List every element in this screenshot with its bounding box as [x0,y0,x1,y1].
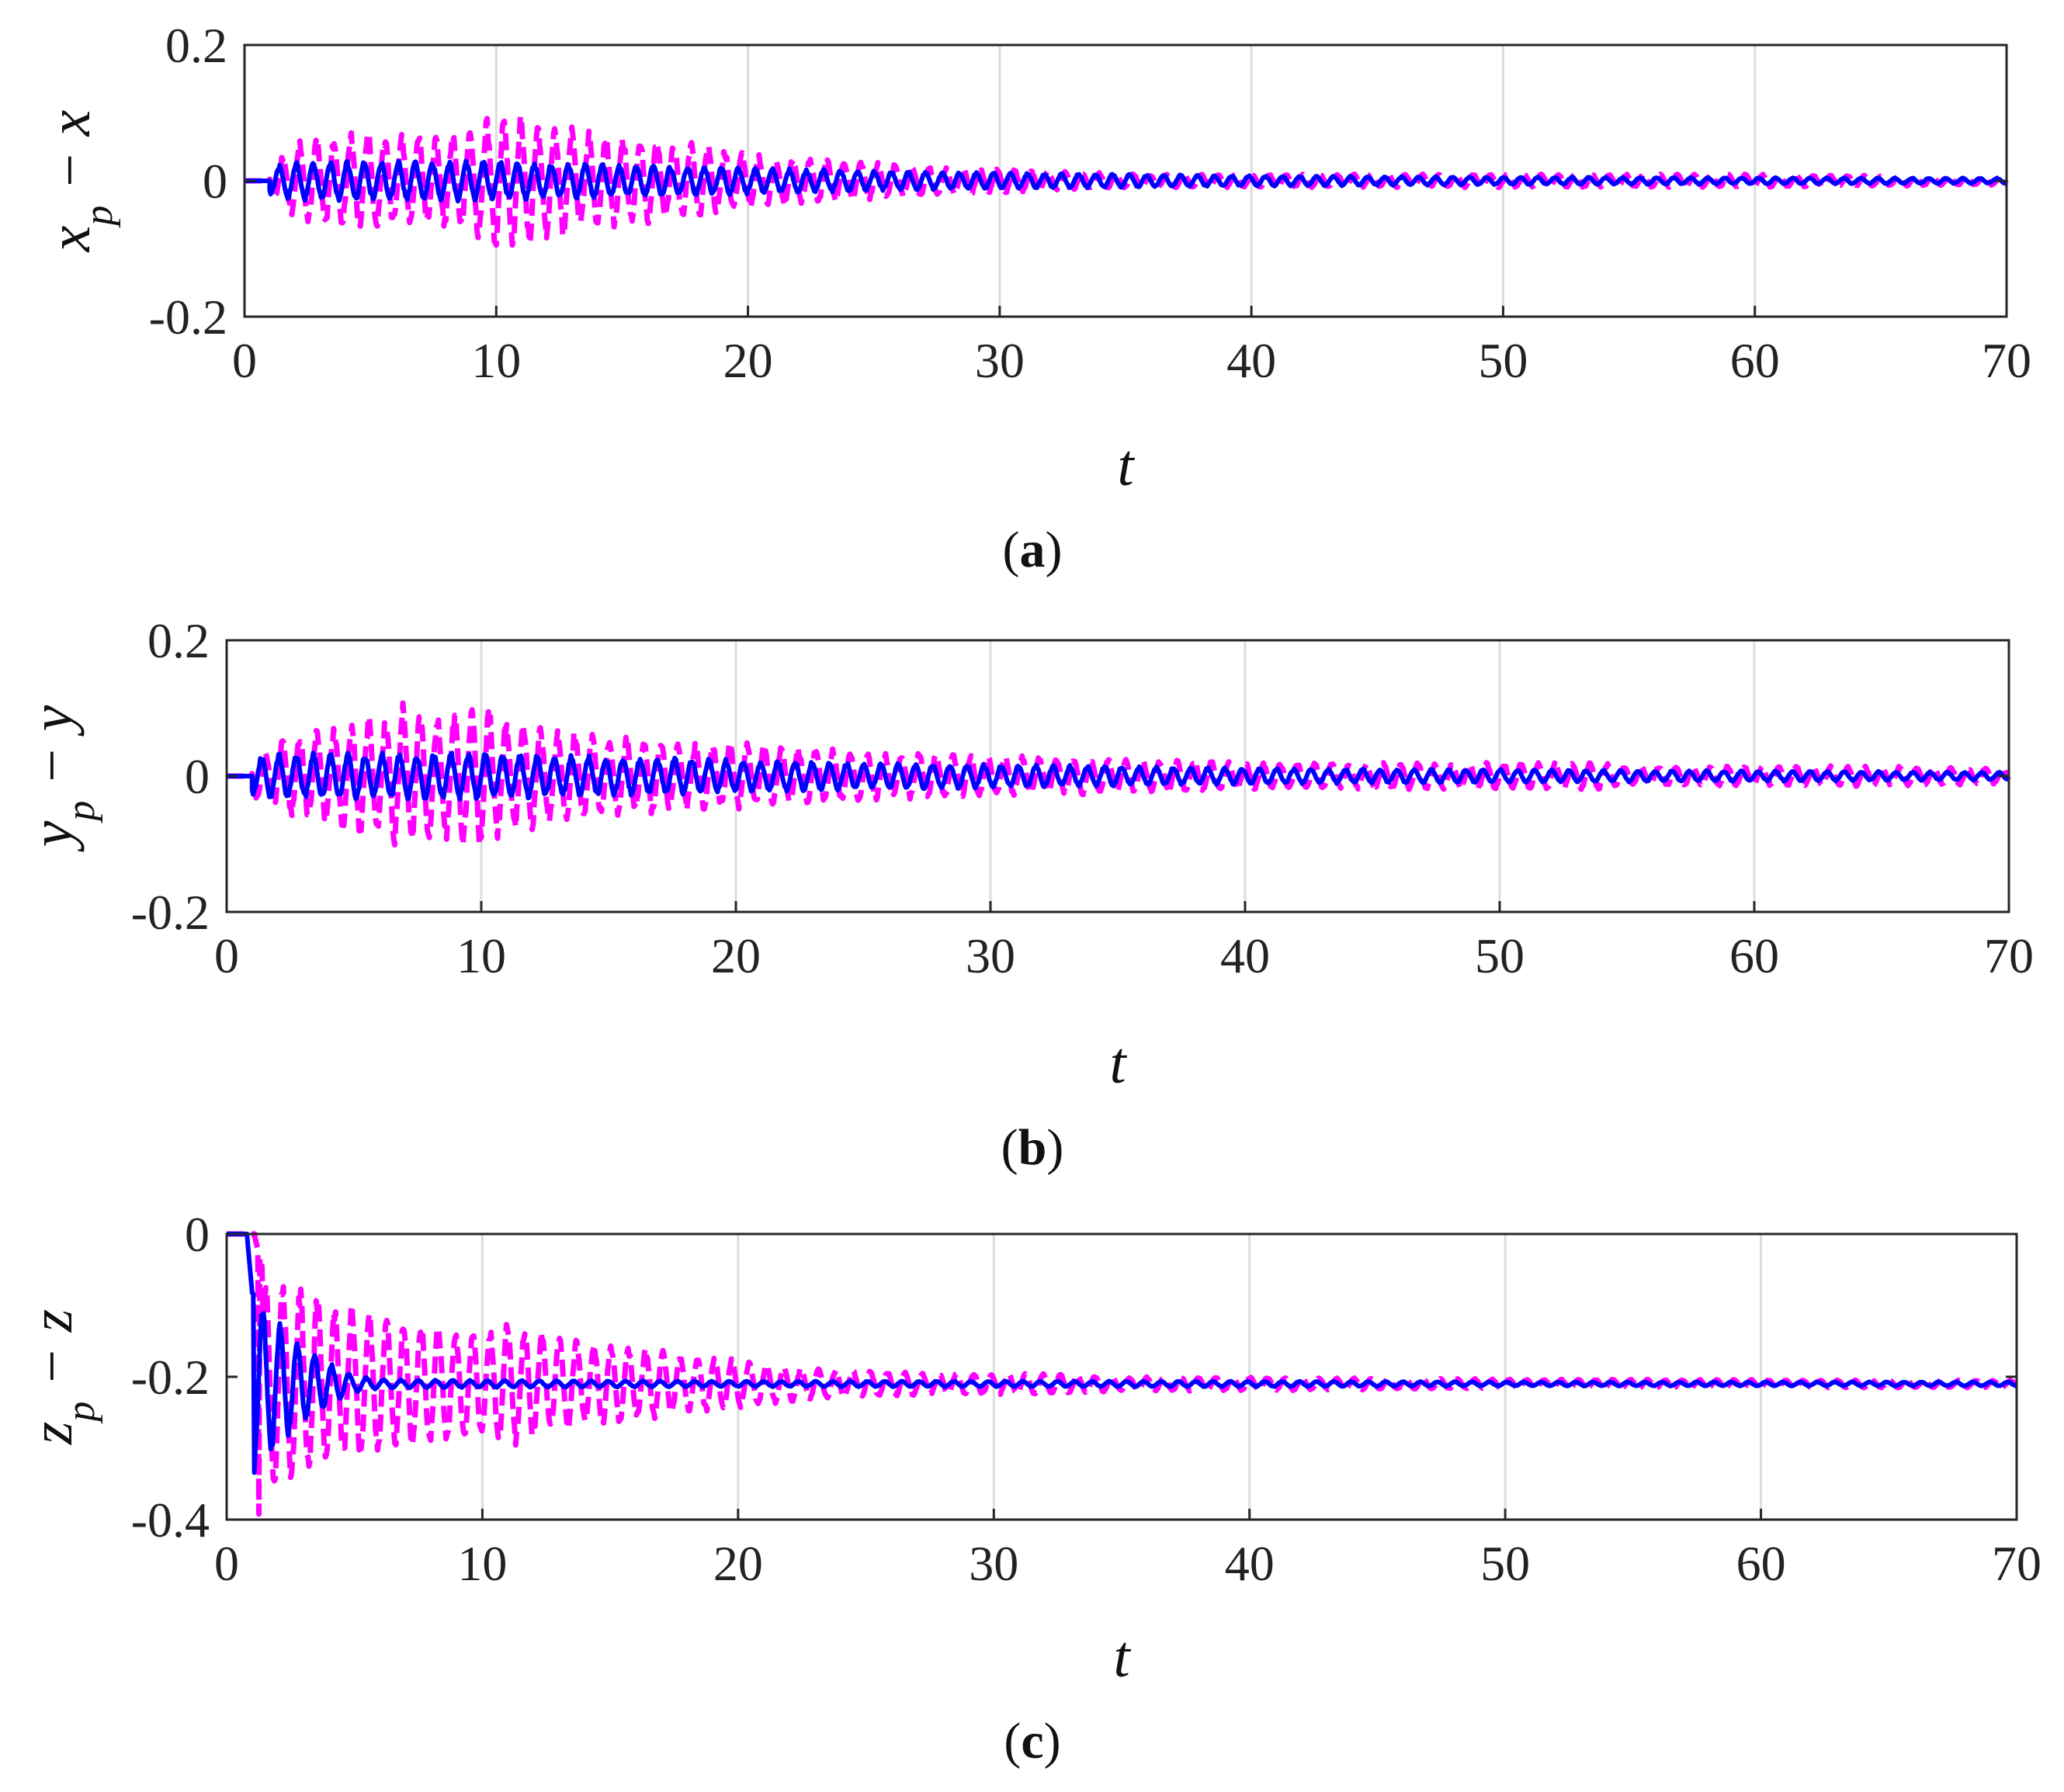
x-tick-label: 0 [232,333,257,388]
y-axis-label-rest: − y [19,705,85,800]
series-group [245,113,2009,248]
tick-marks [225,639,2010,913]
y-axis-label-subscript: p [59,801,103,824]
x-tick-labels: 0 10 20 30 40 50 60 70 [214,928,2034,983]
y-tick-label: 0 [185,1207,210,1262]
x-tick-label: 70 [1992,1536,2041,1591]
y-axis-label-rest: − x [37,109,102,205]
y-tick-label: -0.2 [149,289,227,345]
x-tick-label: 20 [713,1536,763,1591]
y-tick-label: -0.2 [131,1350,210,1405]
x-axis-label: t [1113,1624,1131,1690]
y-tick-labels: -0.2 0 0.2 [149,18,227,345]
x-tick-label: 40 [1220,928,1270,983]
x-tick-label: 60 [1736,1536,1786,1591]
series-line-magenta [227,1231,2018,1517]
y-tick-label: -0.2 [131,885,210,940]
series-group [227,1231,2018,1517]
tick-marks [243,43,2008,318]
x-tick-labels: 0 10 20 30 40 50 60 70 [232,333,2031,388]
y-axis-label-subscript: p [77,206,121,229]
x-axis-label: t [1109,1031,1127,1096]
y-tick-label: 0 [203,154,227,209]
x-tick-label: 40 [1225,1536,1275,1591]
panel-caption: (b) [1001,1119,1064,1176]
x-tick-label: 40 [1226,333,1276,388]
x-axis-label: t [1117,433,1135,498]
x-tick-label: 50 [1475,928,1525,983]
panel-caption-letter: c [1021,1713,1043,1769]
y-tick-label: 0.2 [165,18,227,73]
x-tick-label: 50 [1480,1536,1530,1591]
y-axis-label-subscript: p [59,1402,103,1425]
x-tick-label: 20 [723,333,773,388]
x-tick-label: 10 [471,333,521,388]
y-tick-label: 0 [185,749,210,804]
x-tick-label: 60 [1729,928,1779,983]
x-tick-label: 30 [975,333,1025,388]
x-tick-label: 10 [456,928,506,983]
grid-lines [480,1234,1763,1520]
series-line-blue [227,1232,2018,1475]
x-tick-label: 30 [969,1536,1018,1591]
tick-marks [225,1232,2018,1521]
panel-c: 0 10 20 30 40 50 60 70 -0.4 -0.2 0 t zp − z (c) [19,1207,2041,1769]
x-tick-label: 70 [1984,928,2034,983]
panel-caption: (a) [1003,522,1063,578]
x-tick-label: 20 [711,928,761,983]
x-tick-labels: 0 10 20 30 40 50 60 70 [214,1536,2041,1591]
y-axis-label-base: z [19,1422,85,1446]
y-axis-label-base: x [37,225,102,252]
panel-b: 0 10 20 30 40 50 60 70 -0.200.2 t yp − y (b) [19,613,2034,1176]
x-tick-label: 0 [214,1536,239,1591]
series-line-blue [227,750,2010,802]
x-tick-label: 10 [457,1536,507,1591]
panel-caption-letter: b [1018,1119,1047,1176]
x-tick-label: 0 [214,928,239,983]
series-line-blue [245,158,2008,204]
y-axis-label-rest: − z [19,1309,85,1402]
panel-caption: (c) [1004,1713,1060,1769]
x-tick-label: 50 [1478,333,1528,388]
x-tick-label: 30 [966,928,1015,983]
y-tick-label: -0.4 [131,1492,210,1548]
y-axis-label: zp − z [19,1309,103,1445]
y-tick-labels: -0.2 0 0.2 [131,613,210,940]
y-axis-label: yp − y [19,705,103,852]
x-tick-label: 70 [1982,333,2031,388]
y-tick-labels: -0.4 -0.2 0 [131,1207,210,1548]
x-tick-label: 60 [1730,333,1780,388]
panel-a: 0 10 20 30 40 50 60 70 -0.200.2 t xp − x (a) [37,18,2031,578]
series-group [227,700,2011,848]
panel-caption-letter: a [1020,522,1046,578]
y-axis-label-base: y [19,820,85,852]
y-axis-label: xp − x [37,109,121,252]
y-tick-label: 0.2 [147,613,210,668]
